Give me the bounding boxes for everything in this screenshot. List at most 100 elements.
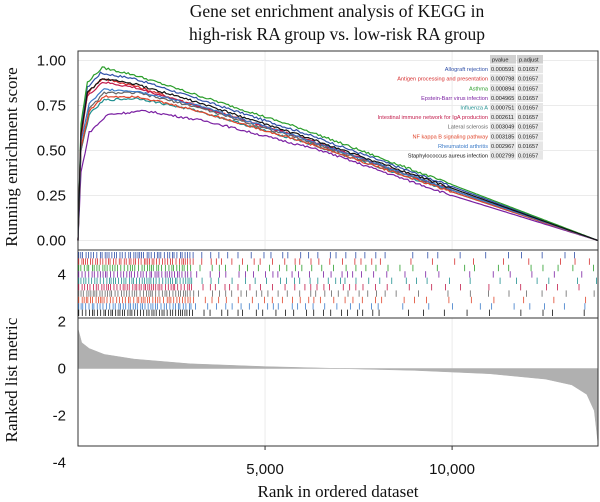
es-series-line-8 [77, 88, 599, 242]
legend-series-name: Epstein-Barr virus infection [421, 96, 488, 102]
legend-pvalue: 0.000798 [491, 77, 514, 83]
legend-row-7: NF kappa B signaling pathway 0.003185 0.01… [412, 131, 543, 141]
es-tick-label-2: 0.50 [37, 143, 66, 160]
legend-row-1: Antigen processing and presentation 0.000… [397, 74, 543, 83]
y-axis-label-metric: Ranked list metric [2, 317, 21, 442]
legend-pvalue: 0.002611 [491, 115, 514, 121]
legend-series-name: Asthma [469, 86, 489, 92]
legend-cell-bg [490, 141, 516, 150]
hit-row-3 [78, 271, 583, 278]
legend-cell-bg [517, 112, 543, 122]
es-tick-label-3: 0.75 [37, 98, 66, 115]
chart-title: Gene set enrichment analysis of KEGG in … [189, 1, 485, 44]
legend-series-name: Antigen processing and presentation [397, 77, 488, 83]
chart-title-line-2: high-risk RA group vs. low-risk RA group [189, 24, 485, 44]
es-tick-label-1: 0.25 [37, 188, 66, 205]
hit-row-6 [78, 290, 595, 297]
x-tick-label-1: 10,000 [429, 461, 475, 478]
legend-series-name: Rheumatoid arthritis [438, 144, 488, 150]
legend-series-name: Intestinal immune network for IgA produc… [378, 115, 488, 121]
legend-cell-bg [490, 112, 516, 122]
metric-tick-label-1: 2 [58, 314, 66, 331]
legend-cell-bg [517, 131, 543, 141]
y-axis-label-es: Running enrichment score [2, 67, 21, 246]
legend-padjust: 0.01657 [518, 115, 538, 121]
chart-title-line-1: Gene set enrichment analysis of KEGG in [190, 1, 485, 21]
legend-cell-bg [490, 74, 516, 83]
legend-padjust: 0.01657 [518, 144, 538, 150]
metric-tick-label-3: -2 [53, 408, 66, 425]
es-series-line-7 [77, 94, 599, 242]
metric-tick-label-2: 0 [58, 361, 66, 378]
legend-cell-bg [490, 83, 516, 93]
legend-pvalue: 0.000894 [491, 86, 514, 92]
legend-header-padjust: p.adjust [519, 58, 539, 64]
hit-row-2 [78, 264, 594, 272]
legend-pvalue: 0.004965 [491, 96, 514, 102]
legend-cell-bg [517, 64, 543, 74]
legend-series-name: Influenza A [460, 106, 488, 112]
legend-cell-bg [490, 64, 516, 74]
x-axis-label: Rank in ordered dataset [258, 482, 419, 501]
gene-hit-markers-panel [77, 249, 599, 319]
es-series-line-2 [77, 66, 599, 242]
legend-pvalue: 0.000591 [491, 67, 514, 73]
ranked-metric-area [77, 328, 599, 444]
legend-cell-bg [517, 93, 543, 102]
metric-tick-label-0: 4 [58, 267, 66, 284]
hit-row-4 [78, 277, 597, 284]
legend-cell-bg [517, 74, 543, 83]
legend-cell-bg [490, 131, 516, 141]
legend-padjust: 0.01657 [518, 125, 538, 131]
legend-cell-bg [490, 103, 516, 112]
hit-row-1 [78, 258, 590, 265]
legend-pvalue: 0.002799 [491, 154, 514, 160]
metric-tick-label-5: -4 [53, 455, 66, 472]
legend-cell-bg [517, 151, 543, 160]
legend-padjust: 0.01657 [518, 154, 538, 160]
legend-series-name: Lateral sclerosis [448, 125, 489, 131]
metric-plot-area [78, 318, 598, 446]
legend-pvalue: 0.003185 [491, 134, 514, 140]
hit-row-7 [78, 296, 587, 304]
legend-padjust: 0.01657 [518, 86, 538, 92]
hit-row-9 [78, 309, 585, 316]
legend-padjust: 0.01657 [518, 134, 538, 140]
legend-padjust: 0.01657 [518, 106, 538, 112]
es-series-line-3 [77, 109, 599, 242]
legend-header-bg-2 [517, 55, 543, 64]
legend-series-name: Staphylococcus aureus infection [408, 154, 488, 160]
legend-cell-bg [490, 93, 516, 102]
legend-series-name: Allograft rejection [445, 67, 488, 73]
legend-row-6: Lateral sclerosis 0.003049 0.01657 [448, 122, 543, 131]
legend-cell-bg [490, 151, 516, 160]
legend-padjust: 0.01657 [518, 96, 538, 102]
legend-row-4: Influenza A 0.000751 0.01657 [460, 103, 543, 112]
legend-cell-bg [517, 103, 543, 112]
hit-row-5 [78, 284, 580, 291]
legend-padjust: 0.01657 [518, 77, 538, 83]
legend-row-8: Rheumatoid arthritis 0.002967 0.01657 [438, 141, 543, 150]
legend-row-5: Intestinal immune network for IgA produc… [378, 112, 543, 122]
legend-row-3: Epstein-Barr virus infection 0.004965 0.01… [421, 93, 543, 102]
legend-cell-bg [517, 83, 543, 93]
es-series-line-0 [77, 71, 599, 242]
legend-pvalue: 0.002967 [491, 144, 514, 150]
x-tick-label-0: 5,000 [246, 461, 284, 478]
legend-cell-bg [517, 122, 543, 131]
legend-row-2: Asthma 0.000894 0.01657 [469, 83, 543, 93]
es-series-line-9 [77, 78, 599, 242]
legend-cell-bg [490, 122, 516, 131]
legend-pvalue: 0.003049 [491, 125, 514, 131]
legend-row-9: Staphylococcus aureus infection 0.002799 0… [408, 151, 543, 160]
metric-plot-border [77, 317, 599, 447]
legend-header-bg-1 [490, 55, 516, 64]
hit-row-0 [78, 252, 575, 259]
hit-row-8 [78, 303, 586, 310]
es-tick-label-0: 0.00 [37, 233, 66, 250]
legend-pvalue: 0.000751 [491, 106, 514, 112]
legend-row-0: Allograft rejection 0.000591 0.01657 [445, 64, 543, 74]
